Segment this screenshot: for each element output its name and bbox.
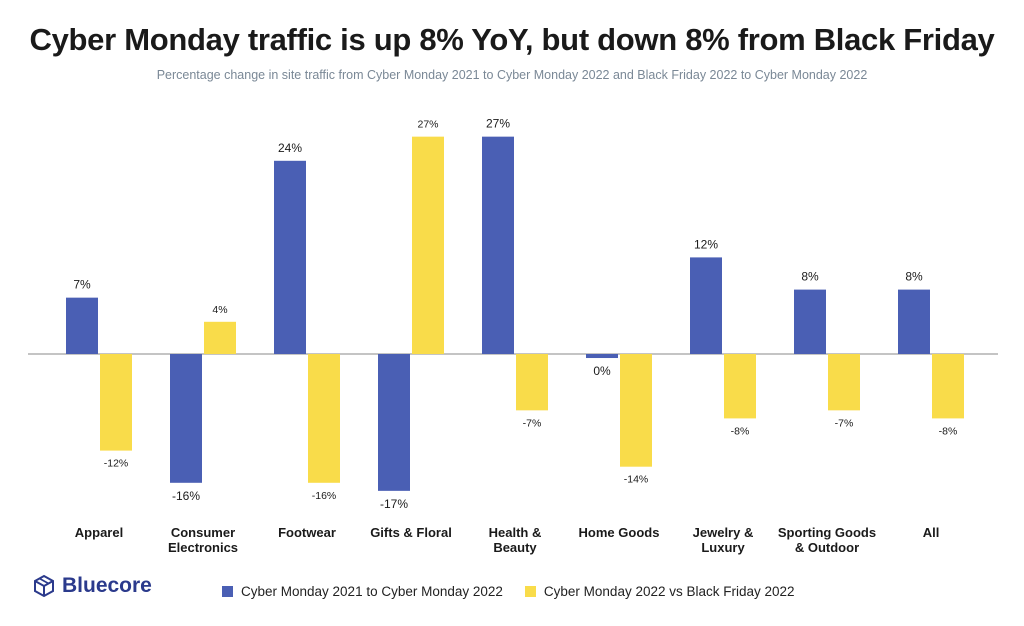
data-label-series-2: -14% bbox=[624, 474, 649, 486]
data-label-series-1: 12% bbox=[694, 237, 718, 251]
category-label: Sporting Goods bbox=[778, 525, 876, 540]
category-label: Electronics bbox=[168, 540, 238, 555]
brand-logo: Bluecore bbox=[32, 574, 152, 598]
data-label-series-1: 8% bbox=[801, 270, 819, 284]
bar-series-2 bbox=[724, 354, 756, 419]
bar-series-1 bbox=[274, 160, 306, 354]
bar-series-2 bbox=[204, 321, 236, 354]
legend-swatch-series-2 bbox=[524, 586, 536, 597]
chart-legend: Cyber Monday 2021 to Cyber Monday 2022 C… bbox=[222, 584, 795, 599]
category-label: Beauty bbox=[493, 540, 537, 555]
bar-series-1 bbox=[482, 136, 514, 354]
data-label-series-1: 27% bbox=[486, 117, 510, 131]
data-label-series-2: -8% bbox=[731, 425, 750, 437]
data-label-series-1: 24% bbox=[278, 141, 302, 155]
bar-series-1 bbox=[170, 354, 202, 483]
category-label: Home Goods bbox=[579, 525, 660, 540]
legend-item-series-1: Cyber Monday 2021 to Cyber Monday 2022 bbox=[222, 584, 503, 599]
cube-logo-icon bbox=[34, 574, 54, 598]
data-label-series-2: -16% bbox=[312, 490, 337, 502]
bar-series-2 bbox=[516, 354, 548, 411]
bar-series-1 bbox=[378, 354, 410, 491]
category-label: Footwear bbox=[278, 525, 336, 540]
chart-subtitle: Percentage change in site traffic from C… bbox=[156, 68, 868, 82]
bar-series-1 bbox=[898, 289, 930, 354]
data-label-series-2: -8% bbox=[939, 425, 958, 437]
bar-series-1 bbox=[794, 289, 826, 354]
legend-label-series-2: Cyber Monday 2022 vs Black Friday 2022 bbox=[543, 584, 795, 599]
category-label: Gifts & Floral bbox=[370, 525, 452, 540]
brand-name: Bluecore bbox=[62, 574, 152, 597]
category-label: & Outdoor bbox=[795, 540, 859, 555]
chart-title: Cyber Monday traffic is up 8% YoY, but d… bbox=[29, 22, 995, 57]
legend-swatch-series-1 bbox=[222, 586, 233, 597]
data-label-series-1: 8% bbox=[905, 270, 923, 284]
data-label-series-2: -7% bbox=[523, 417, 542, 429]
bar-series-2 bbox=[100, 354, 132, 451]
bar-series-1 bbox=[66, 297, 98, 354]
bar-series-2 bbox=[620, 354, 652, 467]
bar-series-1 bbox=[690, 257, 722, 354]
category-label: Consumer bbox=[171, 525, 235, 540]
category-label: Luxury bbox=[701, 540, 745, 555]
bar-series-1 bbox=[586, 354, 618, 359]
bar-series-2 bbox=[412, 136, 444, 354]
category-label: Health & bbox=[489, 525, 542, 540]
data-label-series-2: 4% bbox=[212, 304, 227, 316]
category-label: All bbox=[923, 525, 940, 540]
data-label-series-1: -17% bbox=[380, 497, 408, 511]
bar-series-2 bbox=[308, 354, 340, 483]
bar-series-2 bbox=[828, 354, 860, 411]
data-label-series-2: -7% bbox=[835, 417, 854, 429]
legend-item-series-2: Cyber Monday 2022 vs Black Friday 2022 bbox=[524, 584, 795, 599]
data-label-series-2: -12% bbox=[104, 458, 129, 470]
legend-label-series-1: Cyber Monday 2021 to Cyber Monday 2022 bbox=[241, 584, 503, 599]
data-label-series-1: 0% bbox=[593, 364, 611, 378]
data-label-series-2: 27% bbox=[417, 119, 438, 131]
category-label: Apparel bbox=[75, 525, 123, 540]
category-label: Jewelry & bbox=[693, 525, 754, 540]
bar-series-2 bbox=[932, 354, 964, 419]
data-label-series-1: 7% bbox=[73, 278, 91, 292]
data-label-series-1: -16% bbox=[172, 489, 200, 503]
